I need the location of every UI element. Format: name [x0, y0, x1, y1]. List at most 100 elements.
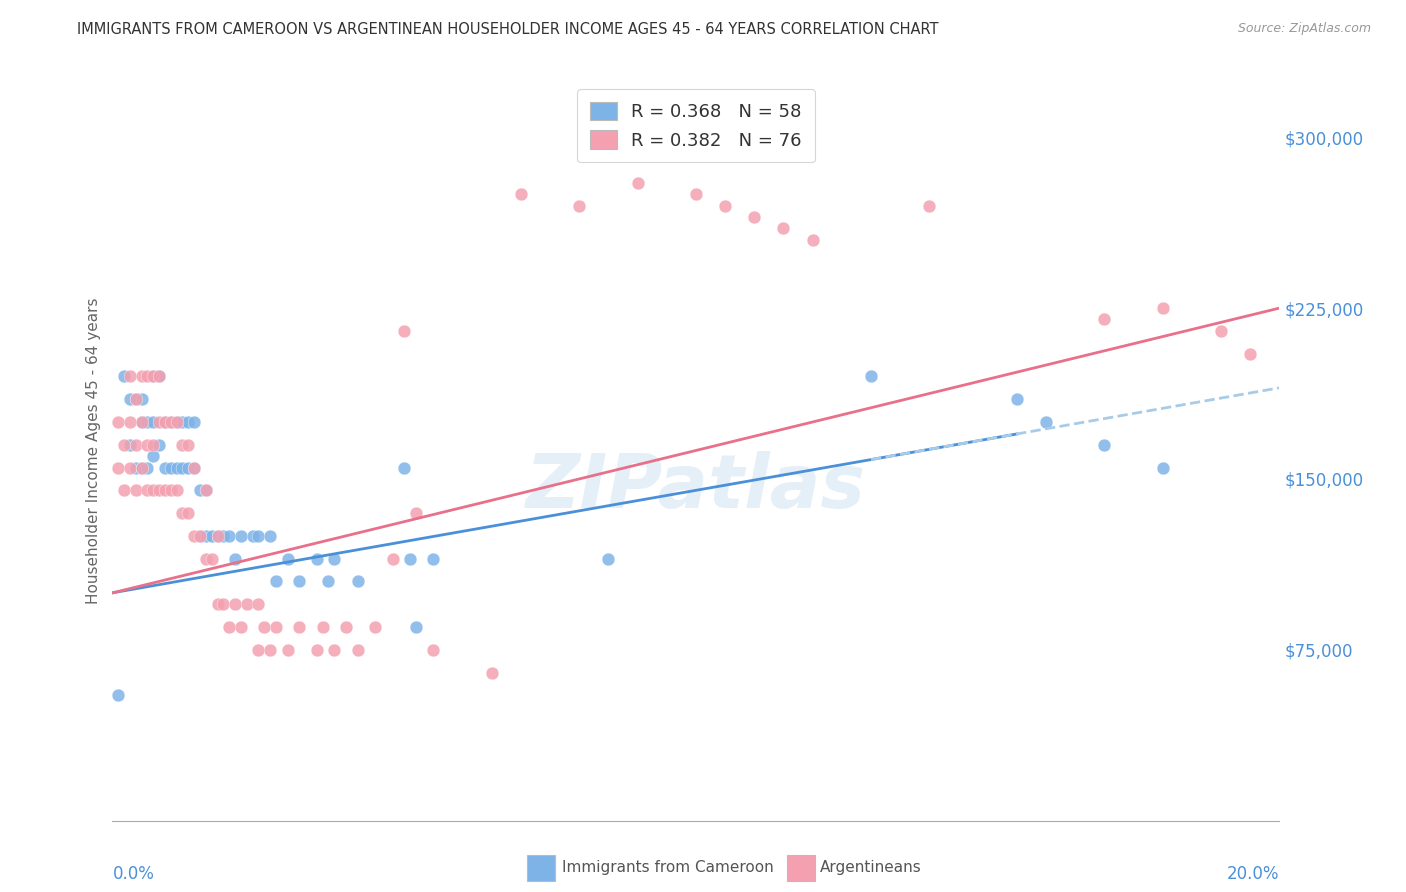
Point [364, 620, 387, 634]
Point [405, 620, 427, 634]
Point [1094, 312, 1116, 326]
Point [142, 449, 165, 463]
Point [276, 642, 298, 657]
Point [194, 551, 217, 566]
Point [194, 529, 217, 543]
Point [1239, 346, 1261, 360]
Point [235, 597, 257, 611]
Point [247, 642, 270, 657]
Point [627, 176, 650, 190]
Point [229, 620, 252, 634]
Point [142, 415, 165, 429]
Point [422, 642, 444, 657]
Point [177, 438, 200, 452]
Point [183, 460, 205, 475]
Point [188, 529, 211, 543]
Point [112, 483, 135, 498]
Point [131, 460, 153, 475]
Point [172, 506, 194, 520]
Point [183, 460, 205, 475]
Point [172, 460, 194, 475]
Point [136, 369, 159, 384]
Point [125, 483, 148, 498]
Point [247, 597, 270, 611]
Point [118, 369, 141, 384]
Point [218, 620, 240, 634]
Point [125, 392, 148, 407]
Point [335, 620, 357, 634]
Point [183, 415, 205, 429]
Point [160, 415, 183, 429]
Text: 20.0%: 20.0% [1227, 865, 1279, 883]
Point [288, 574, 311, 589]
Point [118, 415, 141, 429]
Point [481, 665, 503, 680]
Point [224, 551, 246, 566]
Point [242, 529, 264, 543]
Point [1209, 324, 1232, 338]
Point [142, 438, 165, 452]
Point [1094, 438, 1116, 452]
Point [125, 460, 148, 475]
Point [305, 551, 328, 566]
Point [212, 597, 235, 611]
Point [1005, 392, 1028, 407]
Point [229, 529, 252, 543]
Point [131, 415, 153, 429]
Point [201, 551, 224, 566]
Point [305, 642, 328, 657]
Point [118, 438, 141, 452]
Point [394, 460, 416, 475]
Point [142, 369, 165, 384]
Point [860, 369, 883, 384]
Point [177, 460, 200, 475]
Point [107, 689, 129, 703]
Point [172, 415, 194, 429]
Point [160, 460, 183, 475]
Point [568, 198, 591, 212]
Point [714, 198, 737, 212]
Point [136, 415, 159, 429]
Point [142, 369, 165, 384]
Point [253, 620, 276, 634]
Point [125, 392, 148, 407]
Point [422, 551, 444, 566]
Point [207, 529, 229, 543]
Point [381, 551, 404, 566]
Point [201, 529, 224, 543]
Point [131, 415, 153, 429]
Point [166, 483, 188, 498]
Point [188, 529, 211, 543]
Point [131, 392, 153, 407]
Point [153, 415, 176, 429]
Point [160, 415, 183, 429]
Point [166, 460, 188, 475]
Point [148, 483, 170, 498]
Point [405, 506, 427, 520]
Point [264, 574, 287, 589]
Point [394, 324, 416, 338]
Point [288, 620, 311, 634]
Point [207, 529, 229, 543]
Point [1152, 460, 1174, 475]
Point [318, 574, 340, 589]
Point [142, 483, 165, 498]
Text: ZIPatlas: ZIPatlas [526, 451, 866, 524]
Point [136, 460, 159, 475]
Point [194, 483, 217, 498]
Point [148, 438, 170, 452]
Point [399, 551, 422, 566]
Point [148, 369, 170, 384]
Y-axis label: Householder Income Ages 45 - 64 years: Householder Income Ages 45 - 64 years [86, 297, 101, 604]
Legend: R = 0.368   N = 58, R = 0.382   N = 76: R = 0.368 N = 58, R = 0.382 N = 76 [578, 89, 814, 162]
Point [1152, 301, 1174, 315]
Point [160, 483, 183, 498]
Point [323, 551, 346, 566]
Point [153, 483, 176, 498]
Point [259, 529, 281, 543]
Point [153, 460, 176, 475]
Point [323, 642, 346, 657]
Point [685, 187, 707, 202]
Point [224, 597, 246, 611]
Point [136, 438, 159, 452]
